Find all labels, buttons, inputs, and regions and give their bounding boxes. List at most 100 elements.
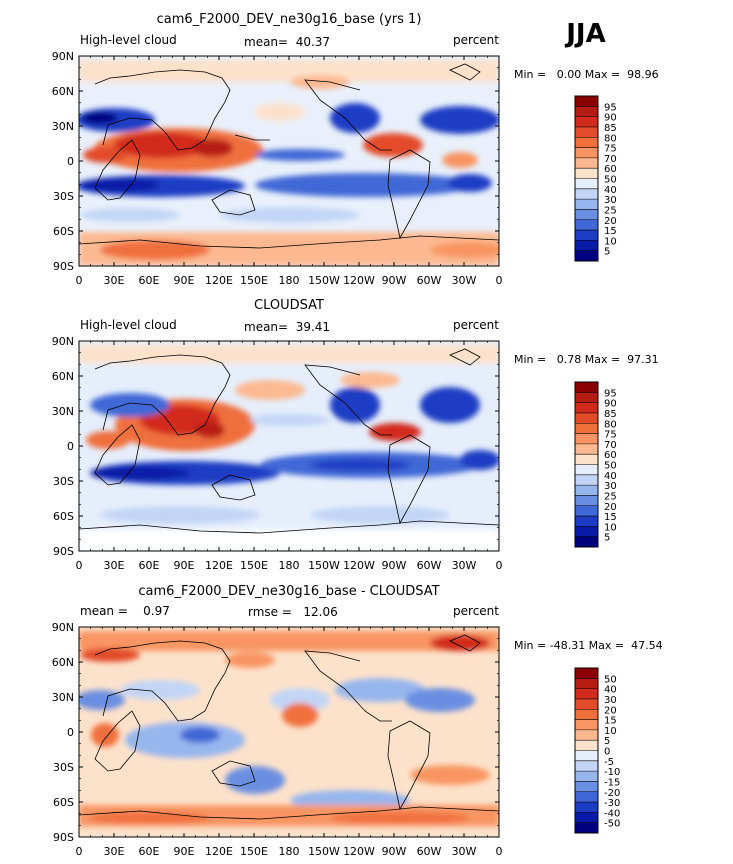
colorbar-swatch xyxy=(575,485,598,496)
y-tick-label: 30S xyxy=(53,761,74,774)
field-blob xyxy=(310,506,450,524)
colorbar-label: -50 xyxy=(604,819,620,830)
colorbar-swatch xyxy=(575,240,598,252)
colorbar-swatch xyxy=(575,116,598,128)
colorbar-label: 40 xyxy=(604,471,617,482)
colorbar-swatch xyxy=(575,96,598,107)
x-tick-label: 30W xyxy=(452,845,477,858)
colorbar-label: 20 xyxy=(604,705,617,716)
colorbar-swatch xyxy=(575,791,598,803)
colorbar-label: 80 xyxy=(604,133,617,144)
x-tick-label: 0 xyxy=(496,559,503,572)
colorbar-swatch xyxy=(575,781,598,793)
x-tick-label: 30E xyxy=(104,845,125,858)
colorbar-swatch xyxy=(575,433,598,445)
x-tick-label: 60E xyxy=(139,559,160,572)
field-blob xyxy=(255,149,345,161)
field-blob xyxy=(79,690,125,710)
colorbar-swatch xyxy=(575,812,598,824)
field-blob xyxy=(335,678,425,702)
field-blob xyxy=(255,173,475,197)
colorbar-label: 95 xyxy=(604,388,617,399)
x-tick-label: 30W xyxy=(452,559,477,572)
colorbar-label: 70 xyxy=(604,440,617,451)
x-tick-label: 60E xyxy=(139,274,160,287)
field-blob xyxy=(82,112,118,124)
mean-label: mean= 40.37 xyxy=(244,35,330,49)
x-tick-label: 30W xyxy=(452,274,477,287)
field-blob xyxy=(80,648,140,662)
colorbar-label: 5 xyxy=(604,533,610,544)
field-blob xyxy=(448,174,492,192)
x-tick-label: 60E xyxy=(139,845,160,858)
map-field xyxy=(79,627,499,837)
min-max-label: Min = -48.31 Max = 47.54 xyxy=(514,639,663,652)
units-label: percent xyxy=(453,604,499,618)
field-blob xyxy=(250,414,330,426)
colorbar-label: 75 xyxy=(604,430,617,441)
colorbar-label: -5 xyxy=(604,757,614,768)
field-blob xyxy=(90,393,170,417)
y-tick-label: 0 xyxy=(67,726,74,739)
field-blob xyxy=(80,178,160,192)
colorbar-label: 15 xyxy=(604,226,617,237)
colorbar-swatch xyxy=(575,536,598,548)
colorbar-swatch xyxy=(575,505,598,517)
y-tick-label: 60S xyxy=(53,225,74,238)
y-tick-label: 90N xyxy=(52,621,74,634)
x-tick-label: 60W xyxy=(417,845,442,858)
colorbar-label: 50 xyxy=(604,175,617,186)
field-blob xyxy=(225,652,275,668)
panel-title: cam6_F2000_DEV_ne30g16_base (yrs 1) xyxy=(157,12,422,27)
colorbar-swatch xyxy=(575,178,598,190)
field-blob xyxy=(120,680,200,700)
panel-model: cam6_F2000_DEV_ne30g16_base (yrs 1) High… xyxy=(52,12,659,287)
y-tick-label: 0 xyxy=(67,440,74,453)
x-tick-label: 150E xyxy=(240,845,268,858)
colorbar-label: 10 xyxy=(604,522,617,533)
colorbar-swatch xyxy=(575,678,598,690)
x-tick-label: 90E xyxy=(174,559,195,572)
field-blob xyxy=(330,103,380,133)
colorbar-swatch xyxy=(575,402,598,414)
colorbar-swatch xyxy=(575,188,598,200)
variable-label: High-level cloud xyxy=(80,33,177,47)
field-blob xyxy=(410,765,490,785)
colorbar-label: 85 xyxy=(604,409,617,420)
colorbar-swatch xyxy=(575,126,598,138)
field-blob xyxy=(220,207,360,223)
field-blob xyxy=(90,812,210,824)
colorbar-label: 80 xyxy=(604,419,617,430)
colorbar-swatch xyxy=(575,516,598,527)
field-blob xyxy=(235,380,305,400)
field-blob xyxy=(330,387,380,423)
colorbar-swatch xyxy=(575,668,598,679)
units-label: percent xyxy=(453,318,499,332)
season-label: JJA xyxy=(564,19,605,49)
y-tick-label: 90N xyxy=(52,50,74,63)
x-tick-label: 120E xyxy=(205,559,233,572)
colorbar-swatch xyxy=(575,740,598,751)
field-blob xyxy=(255,103,305,121)
colorbar-label: 40 xyxy=(604,685,617,696)
y-tick-label: 90S xyxy=(53,545,74,558)
field-blob xyxy=(90,466,190,480)
colorbar-label: 40 xyxy=(604,185,617,196)
mean-label: mean = 0.97 xyxy=(80,604,170,618)
x-tick-label: 120W xyxy=(343,845,375,858)
colorbar-label: 75 xyxy=(604,144,617,155)
colorbar-swatch xyxy=(575,464,598,476)
panel-observed: CLOUDSAT High-level cloud mean= 39.41 pe… xyxy=(52,298,659,572)
colorbar-label: 50 xyxy=(604,674,617,685)
colorbar-label: 0 xyxy=(604,747,610,758)
rmse-label: rmse = 12.06 xyxy=(248,605,338,619)
x-tick-label: 0 xyxy=(496,274,503,287)
colorbar-swatch xyxy=(575,729,598,741)
colorbar-swatch xyxy=(575,698,598,710)
colorbar-swatch xyxy=(575,750,598,762)
field-blob xyxy=(290,75,350,89)
colorbar-swatch xyxy=(575,688,598,700)
y-tick-label: 30S xyxy=(53,190,74,203)
